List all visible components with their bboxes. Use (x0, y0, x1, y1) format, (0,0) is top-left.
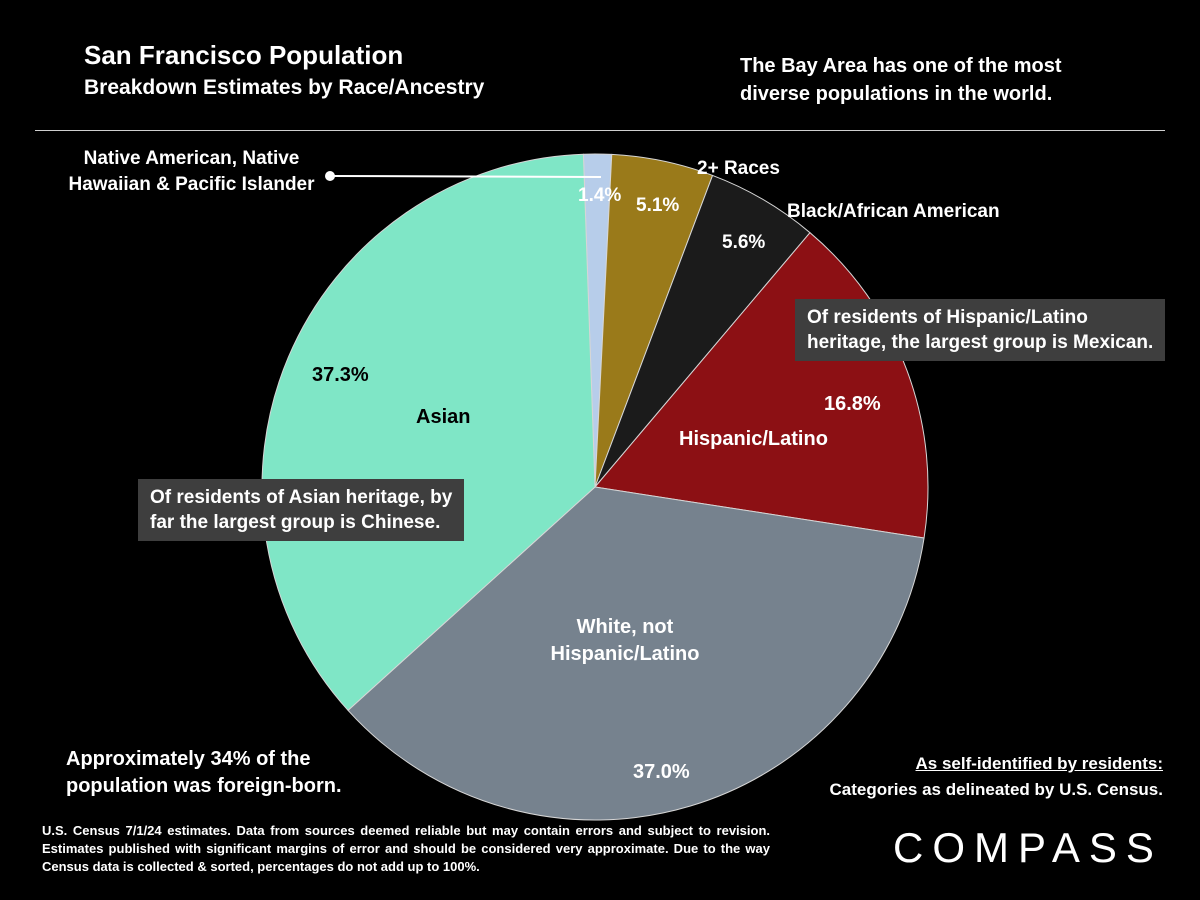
pct-black-african-american: 5.6% (722, 232, 766, 253)
pct-hispanic-latino: 16.8% (824, 393, 881, 415)
tagline-line2: diverse populations in the world. (740, 83, 1053, 105)
callout-dot (325, 171, 335, 181)
pct-native: 1.4% (578, 185, 622, 206)
note-self-identified-sub: Categories as delineated by U.S. Census. (829, 780, 1163, 799)
note-self-identified: As self-identified by residents: Categor… (829, 751, 1163, 803)
label-white-line2: Hispanic/Latino (550, 643, 700, 665)
label-asian: Asian (416, 406, 471, 428)
label-two-plus-races: 2+ Races (697, 158, 780, 179)
tagline-line1: The Bay Area has one of the most (740, 55, 1062, 77)
page-title: San Francisco Population (84, 40, 404, 70)
label-hispanic-latino: Hispanic/Latino (679, 428, 828, 450)
annotation-asian: Of residents of Asian heritage, by far t… (138, 479, 465, 541)
note-self-identified-title: As self-identified by residents: (915, 754, 1164, 773)
pct-asian: 37.3% (312, 364, 369, 386)
pct-two-plus-races: 5.1% (636, 195, 680, 216)
annotation-asian-line2: far the largest group is Chinese. (150, 512, 441, 533)
note-foreign-born-line1: Approximately 34% of the (66, 748, 311, 770)
pie-slice-asian (261, 153, 596, 711)
annotation-asian-line1: Of residents of Asian heritage, by (150, 487, 453, 508)
annotation-hispanic: Of residents of Hispanic/Latino heritage… (795, 299, 1166, 361)
page-subtitle: Breakdown Estimates by Race/Ancestry (84, 76, 485, 99)
pie-slice-white-not-hispanic (347, 486, 925, 821)
callout-line (332, 175, 602, 178)
compass-logo: COMPASS (893, 824, 1163, 871)
note-foreign-born-line2: population was foreign-born. (66, 775, 342, 797)
annotation-hispanic-line2: heritage, the largest group is Mexican. (807, 332, 1154, 353)
label-native: Native American, Native Hawaiian & Pacif… (44, 146, 339, 198)
pie-slices (261, 153, 929, 821)
note-foreign-born: Approximately 34% of the population was … (66, 746, 342, 800)
tagline: The Bay Area has one of the most diverse… (740, 52, 1062, 108)
pct-white-not-hispanic: 37.0% (633, 761, 690, 783)
label-white-not-hispanic: White, not Hispanic/Latino (535, 614, 715, 668)
header-divider (35, 130, 1165, 131)
label-white-line1: White, not (576, 616, 674, 638)
label-black-african-american: Black/African American (787, 201, 1000, 222)
label-native-line1: Native American, Native (83, 148, 300, 169)
label-native-line2: Hawaiian & Pacific Islander (68, 174, 315, 195)
footer-disclaimer: U.S. Census 7/1/24 estimates. Data from … (42, 823, 770, 874)
annotation-hispanic-line1: Of residents of Hispanic/Latino (807, 307, 1088, 328)
